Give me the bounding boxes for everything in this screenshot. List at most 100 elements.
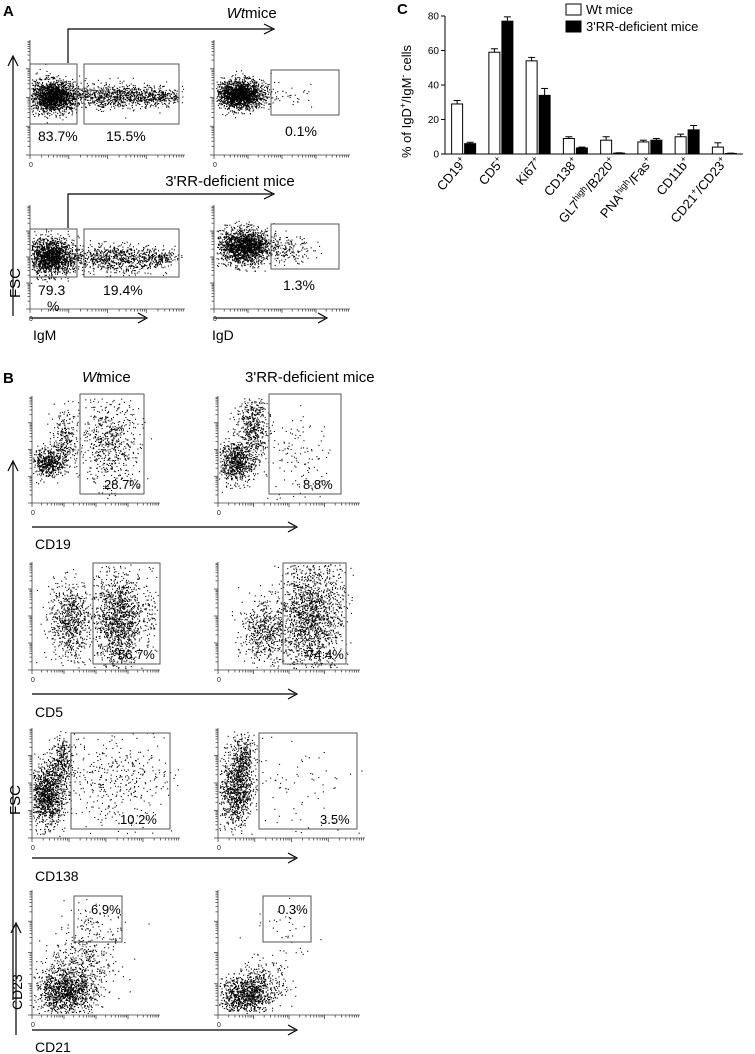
event-dot (64, 100, 66, 102)
event-dot (81, 96, 83, 98)
event-dot (267, 90, 269, 92)
event-dot (252, 106, 254, 108)
event-dot (78, 91, 80, 93)
event-dot (55, 100, 57, 102)
event-dot (240, 91, 242, 93)
event-dot (294, 94, 296, 96)
event-dot (255, 82, 257, 84)
event-dot (109, 100, 111, 102)
event-dot (31, 95, 33, 97)
event-dot (50, 86, 52, 88)
event-dot (226, 113, 228, 115)
event-dot (69, 106, 71, 108)
event-dot (47, 108, 49, 110)
event-dot (218, 96, 220, 98)
event-dot (99, 89, 101, 91)
event-dot (254, 86, 256, 88)
event-dot (59, 271, 61, 273)
event-dot (47, 104, 49, 106)
event-dot (239, 93, 241, 95)
event-dot (250, 86, 252, 88)
event-dot (34, 115, 36, 117)
event-dot (41, 92, 43, 94)
event-dot (84, 90, 86, 92)
event-dot (33, 107, 35, 109)
event-dot (102, 91, 104, 93)
event-dot (152, 92, 154, 94)
event-dot (39, 77, 41, 79)
event-dot (237, 92, 239, 94)
event-dot (174, 97, 176, 99)
event-dot (103, 87, 105, 89)
event-dot (263, 81, 265, 83)
event-dot (253, 96, 255, 98)
event-dot (261, 82, 263, 84)
event-dot (155, 104, 157, 106)
event-dot (33, 90, 35, 92)
event-dot (78, 93, 80, 95)
event-dot (109, 86, 111, 88)
event-dot (122, 98, 124, 100)
event-dot (242, 92, 244, 94)
event-dot (253, 84, 255, 86)
event-dot (228, 85, 230, 87)
event-dot (32, 100, 34, 102)
event-dot (71, 83, 73, 85)
event-dot (127, 98, 129, 100)
event-dot (72, 100, 74, 102)
event-dot (121, 82, 123, 84)
event-dot (73, 92, 75, 94)
event-dot (224, 102, 226, 104)
event-dot (220, 77, 222, 79)
event-dot (57, 96, 59, 98)
event-dot (135, 91, 137, 93)
event-dot (183, 88, 185, 90)
event-dot (72, 103, 74, 105)
event-dot (119, 97, 121, 99)
event-dot (91, 89, 93, 91)
event-dot (235, 83, 237, 85)
event-dot (237, 109, 239, 111)
event-dot (66, 96, 68, 98)
event-dot (173, 102, 175, 104)
event-dot (42, 108, 44, 110)
event-dot (132, 77, 134, 79)
event-dot (53, 91, 55, 93)
event-dot (236, 90, 238, 92)
event-dot (251, 93, 253, 95)
event-dot (77, 248, 79, 250)
event-dot (143, 96, 145, 98)
event-dot (63, 94, 65, 96)
event-dot (45, 98, 47, 100)
event-dot (40, 92, 42, 94)
event-dot (55, 104, 57, 106)
event-dot (147, 88, 149, 90)
event-dot (262, 84, 264, 86)
event-dot (44, 89, 46, 91)
scatter-cloud (31, 229, 183, 284)
event-dot (236, 105, 238, 107)
event-dot (249, 84, 251, 86)
event-dot (42, 102, 44, 104)
event-dot (104, 103, 106, 105)
event-dot (41, 90, 43, 92)
event-dot (248, 94, 250, 96)
event-dot (162, 86, 164, 88)
event-dot (140, 98, 142, 100)
event-dot (51, 91, 53, 93)
event-dot (39, 93, 41, 95)
event-dot (170, 97, 172, 99)
event-dot (227, 91, 229, 93)
event-dot (102, 89, 104, 91)
event-dot (308, 99, 310, 101)
event-dot (133, 89, 135, 91)
event-dot (60, 84, 62, 86)
event-dot (233, 96, 235, 98)
event-dot (129, 100, 131, 102)
event-dot (34, 99, 36, 101)
event-dot (58, 85, 60, 87)
event-dot (41, 90, 43, 92)
event-dot (101, 90, 103, 92)
event-dot (57, 91, 59, 93)
event-dot (255, 91, 257, 93)
